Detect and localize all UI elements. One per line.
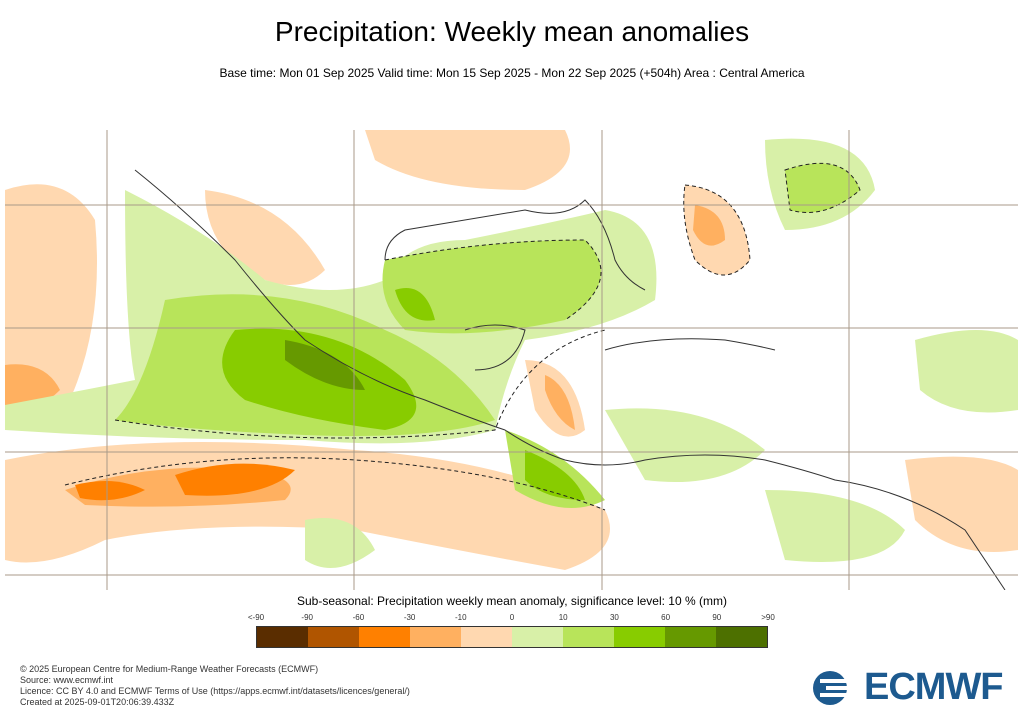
legend-title: Sub-seasonal: Precipitation weekly mean … [297,594,727,608]
coastlines [134,169,1006,590]
legend-ticks: <-90 -90 -60 -30 -10 0 10 30 60 90 >90 [248,613,775,625]
footer: © 2025 European Centre for Medium-Range … [20,664,410,708]
legend-swatch [563,627,614,647]
licence-text: Licence: CC BY 4.0 and ECMWF Terms of Us… [20,686,410,696]
legend-swatch [410,627,461,647]
legend-swatch [359,627,410,647]
created-text: Created at 2025-09-01T20:06:39.433Z [20,697,175,707]
source-text: Source: www.ecmwf.int [20,675,114,685]
grid-lines [5,130,1018,590]
legend-tick: 30 [609,613,619,622]
logo-text: ECMWF [864,666,1004,708]
legend-tick: <-90 [247,613,265,622]
copyright-text: © 2025 European Centre for Medium-Range … [20,664,319,674]
ecmwf-logo-icon [813,670,858,705]
ecmwf-logo: ECMWF [812,666,1004,709]
legend-tick: -10 [455,613,467,622]
legend-swatch [716,627,767,647]
legend-tick: -60 [352,613,365,622]
anomaly-map [5,130,1018,590]
legend-swatch [257,627,308,647]
legend-tick: 60 [661,613,671,622]
legend-tick: -30 [403,613,416,622]
legend-tick: 90 [712,613,722,622]
legend-swatch [665,627,716,647]
legend-swatch [308,627,359,647]
legend-tick: -90 [301,613,313,622]
page-title: Precipitation: Weekly mean anomalies [274,16,750,47]
legend-swatch [614,627,665,647]
legend-swatch [512,627,563,647]
legend-swatch [461,627,512,647]
legend-tick: 10 [558,613,568,622]
page-subtitle: Base time: Mon 01 Sep 2025 Valid time: M… [219,66,805,80]
legend-tick: >90 [761,613,775,622]
legend-tick: 0 [509,613,515,622]
positive-anomaly-areas [5,138,1018,568]
legend-colorbar [256,626,768,648]
significance-contours [64,162,861,511]
